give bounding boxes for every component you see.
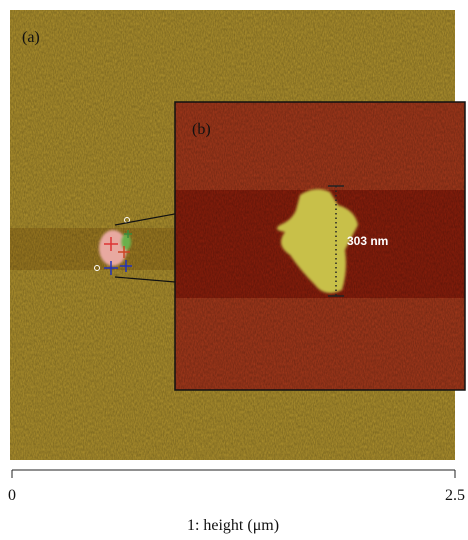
panel-label: (b) — [192, 121, 211, 138]
afm-image-b: (b) 303 nm — [175, 102, 465, 390]
axis-label: 1: height (μm) — [187, 517, 279, 534]
figure: (a) (b) 303 nm 1: height (μm) 0 2.5 — [0, 0, 468, 540]
annotation: 303 nm — [347, 234, 388, 248]
panel-label: (a) — [22, 29, 40, 46]
scale-axis: 1: height (μm) 0 2.5 — [8, 470, 465, 534]
tick-label: 0 — [8, 487, 16, 504]
tick-label: 2.5 — [445, 487, 465, 504]
